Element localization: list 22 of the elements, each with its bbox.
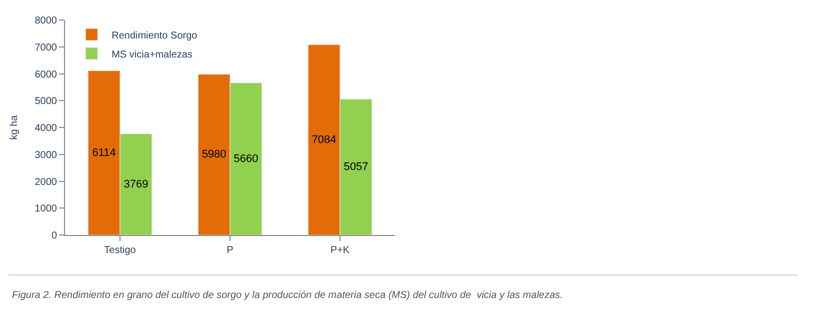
y-tick-label: 1000 [34, 204, 58, 215]
legend-label: MS vicia+malezas [112, 49, 192, 60]
y-tick-label: 3000 [34, 150, 58, 161]
y-tick-label: 8000 [34, 16, 58, 26]
y-tick-label: 2000 [34, 176, 58, 188]
y-axis-title: kg ha [8, 114, 20, 140]
y-tick-label: 4000 [34, 123, 58, 134]
y-tick-label: 6000 [34, 69, 58, 80]
legend-label: Rendimiento Sorgo [112, 30, 198, 42]
data-label: 5057 [344, 161, 368, 174]
x-tick-label: P+K [330, 245, 350, 256]
y-tick-label: 5000 [34, 96, 58, 108]
data-label: 7084 [312, 134, 336, 146]
x-tick-label: Testigo [104, 245, 136, 256]
data-label: 6114 [92, 146, 116, 159]
data-label: 3769 [124, 178, 148, 190]
y-tick-label: 7000 [34, 42, 58, 54]
x-tick-label: P [226, 245, 234, 256]
text: Figura 2. Rendimiento en grano del cultivo de sorgo y la producción de materia seca (MS) del cultivo de vicia y las malezas. [12, 290, 563, 301]
y-tick-label: 0 [51, 230, 58, 242]
data-label: 5980 [202, 148, 226, 161]
data-label: 5660 [234, 152, 258, 165]
